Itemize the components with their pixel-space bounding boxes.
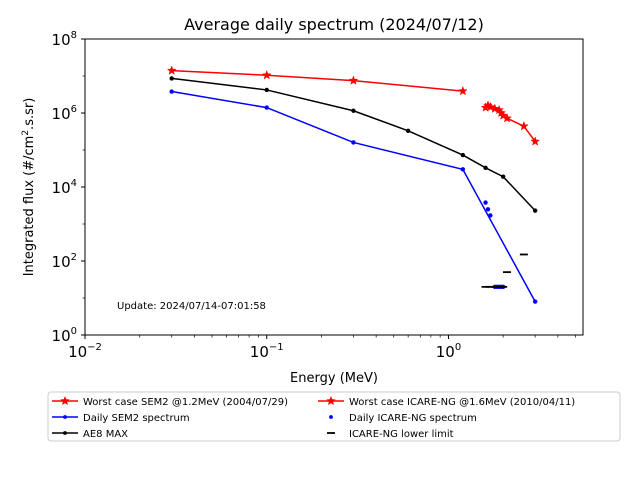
series-2-point-2 <box>351 108 356 113</box>
series-2-point-3 <box>405 128 411 134</box>
series-1-point-3 <box>460 167 466 172</box>
series-2-point-0 <box>169 76 174 81</box>
series-4 <box>483 200 506 290</box>
series-0-point-1 <box>261 70 272 80</box>
series-4-point-0 <box>483 200 488 205</box>
legend-label: Daily ICARE-NG spectrum <box>349 413 477 424</box>
legend-entries: Worst case SEM2 @1.2MeV (2004/07/29) Dail… <box>52 395 575 440</box>
legend-label: Worst case SEM2 @1.2MeV (2004/07/29) <box>83 397 288 408</box>
legend-swatch-marker <box>326 395 336 406</box>
series-1-point-4 <box>532 299 538 304</box>
legend-label: Worst case ICARE-NG @1.6MeV (2010/04/11) <box>349 397 575 408</box>
y-axis-label-main: Integrated flux (#/cm <box>22 136 37 277</box>
x-axis-label: Energy (MeV) <box>290 371 378 386</box>
legend-entry-4: Daily ICARE-NG spectrum <box>329 413 477 424</box>
x-tick-label-2: 100 <box>436 342 461 361</box>
series-5 <box>481 253 528 288</box>
series-2-point-7 <box>532 208 538 213</box>
y-axis-label: Integrated flux (#/cm2.s.sr) <box>21 98 37 277</box>
legend-entry-2: AE8 MAX <box>52 429 128 440</box>
series-4-point-2 <box>488 213 493 218</box>
series-3-point-3 <box>489 103 500 113</box>
legend: Worst case SEM2 @1.2MeV (2004/07/29) Dail… <box>47 391 621 442</box>
y-tick-label-3: 106 <box>52 104 77 123</box>
series-3-point-7 <box>502 113 512 123</box>
legend-frame <box>47 391 621 442</box>
series-0 <box>166 65 468 96</box>
y-tick-label-2: 104 <box>52 178 77 197</box>
legend-label: Daily SEM2 spectrum <box>83 413 190 424</box>
legend-entry-5: ICARE-NG lower limit <box>327 429 454 440</box>
series-0-point-2 <box>348 75 359 85</box>
series-2-point-5 <box>483 165 488 171</box>
series-0-point-3 <box>457 85 468 96</box>
series-3 <box>480 100 541 146</box>
series-3-point-8 <box>518 120 529 131</box>
legend-entry-1: Daily SEM2 spectrum <box>52 413 190 424</box>
legend-entry-0: Worst case SEM2 @1.2MeV (2004/07/29) <box>52 395 288 408</box>
y-tick-label-4: 108 <box>52 30 77 49</box>
series-0-line <box>171 69 463 92</box>
y-tick-label-1: 102 <box>52 252 77 271</box>
series-2 <box>169 76 538 213</box>
series-1-point-1 <box>264 105 269 110</box>
x-tick-label-1: 10−1 <box>250 342 284 361</box>
series-2-line <box>171 77 536 212</box>
series-3-point-2 <box>485 101 496 112</box>
series-2-point-4 <box>460 152 466 158</box>
y-axis-label-exponent: 2 <box>21 130 31 136</box>
legend-entry-3: Worst case ICARE-NG @1.6MeV (2010/04/11) <box>318 395 575 408</box>
series-2-point-1 <box>264 87 269 93</box>
series-1 <box>169 89 538 304</box>
series-1-point-0 <box>169 89 174 94</box>
legend-label: ICARE-NG lower limit <box>349 429 454 440</box>
legend-swatch-marker <box>60 395 70 406</box>
axes: 10−2 10−1 100 100 102 104 106 108 <box>52 30 576 361</box>
y-tick-label-0: 100 <box>52 326 77 345</box>
legend-label: AE8 MAX <box>83 429 128 440</box>
x-tick-label-0: 10−2 <box>68 342 102 361</box>
plot-area <box>166 65 541 304</box>
series-2-point-6 <box>500 174 506 179</box>
series-4-point-1 <box>485 207 491 212</box>
series-1-point-2 <box>351 140 356 145</box>
series-3-point-9 <box>530 136 541 146</box>
update-annotation: Update: 2024/07/14-07:01:58 <box>117 301 266 312</box>
y-axis-label-unit: .s.sr) <box>22 98 37 130</box>
legend-swatch-marker <box>329 415 333 419</box>
legend-swatch-marker <box>63 415 67 419</box>
series-0-point-0 <box>166 65 177 75</box>
legend-swatch-marker <box>63 431 67 435</box>
chart-title: Average daily spectrum (2024/07/12) <box>184 15 484 34</box>
